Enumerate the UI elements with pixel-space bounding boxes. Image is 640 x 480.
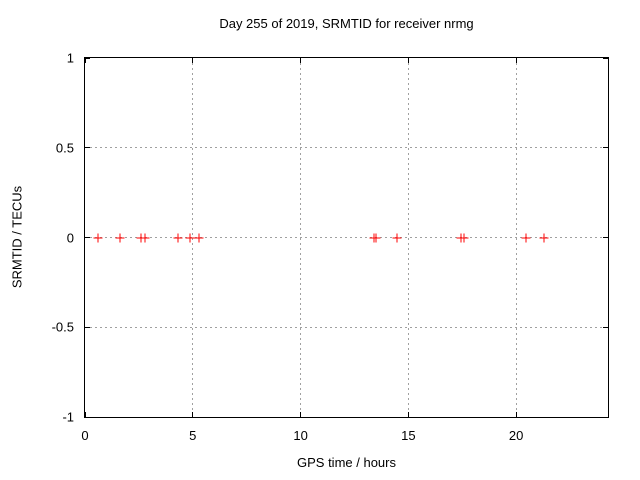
y-tick-right-1 <box>603 57 608 59</box>
x-tick-top-20 <box>515 58 517 63</box>
x-tick-top-5 <box>192 58 194 63</box>
gridline-y-0.5 <box>85 147 608 149</box>
data-point <box>371 233 381 242</box>
chart-title: Day 255 of 2019, SRMTID for receiver nrm… <box>219 16 474 31</box>
y-tick-left-0.5 <box>85 147 90 149</box>
x-axis-label: GPS time / hours <box>297 455 396 470</box>
x-tick-bottom-5 <box>192 412 194 417</box>
data-point <box>140 233 150 242</box>
x-tick-label-10: 10 <box>293 428 308 443</box>
data-point <box>194 233 204 242</box>
data-point <box>93 233 103 242</box>
x-tick-label-5: 5 <box>189 428 197 443</box>
x-tick-bottom-15 <box>407 412 409 417</box>
y-tick-label-0.5: 0.5 <box>55 140 74 156</box>
y-tick-label--1: -1 <box>62 409 74 425</box>
y-tick-left--1 <box>85 416 90 418</box>
x-tick-label-15: 15 <box>401 428 416 443</box>
x-tick-top-0 <box>84 58 86 63</box>
y-tick-right-0.5 <box>603 147 608 149</box>
x-tick-label-20: 20 <box>508 428 524 443</box>
y-tick-left-1 <box>85 57 90 59</box>
data-point <box>185 233 195 242</box>
gridline-y--0.5 <box>85 326 608 328</box>
data-point <box>539 233 549 242</box>
data-point <box>521 233 531 242</box>
x-tick-bottom-20 <box>515 412 517 417</box>
data-point <box>115 233 125 242</box>
data-point <box>459 233 469 242</box>
x-tick-label-0: 0 <box>81 428 89 443</box>
data-point <box>173 233 183 242</box>
x-tick-top-10 <box>300 58 302 63</box>
y-tick-label--0.5: -0.5 <box>51 319 74 335</box>
data-point <box>392 233 401 242</box>
y-tick-left-0 <box>85 237 90 238</box>
y-tick-right--0.5 <box>603 326 608 328</box>
y-tick-right-0 <box>603 237 608 238</box>
y-tick-right--1 <box>603 416 608 418</box>
y-tick-left--0.5 <box>85 326 90 328</box>
plot-area <box>84 57 609 418</box>
gridline-y-0 <box>85 237 608 238</box>
x-tick-bottom-10 <box>300 412 302 417</box>
y-tick-label-0: 0 <box>66 230 74 245</box>
x-tick-bottom-0 <box>84 412 86 417</box>
x-tick-top-15 <box>407 58 409 63</box>
y-tick-label-1: 1 <box>66 50 74 66</box>
